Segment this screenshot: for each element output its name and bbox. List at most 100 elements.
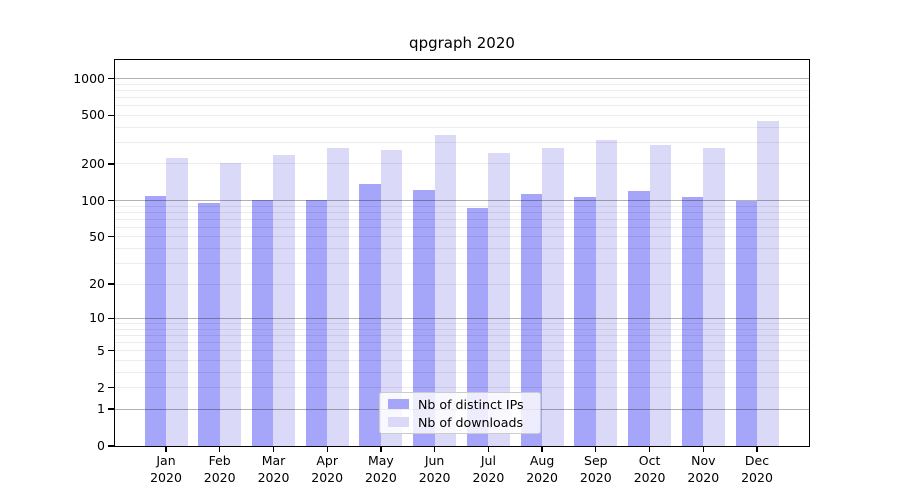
legend: Nb of distinct IPs Nb of downloads xyxy=(379,392,541,434)
y-gridline-minor-3 xyxy=(115,371,809,373)
y-tick-label-1: 1 xyxy=(97,401,105,417)
x-tick-may xyxy=(380,447,382,452)
bar-distinct-ips-nov xyxy=(681,196,704,446)
bar-distinct-ips-jul xyxy=(466,208,489,446)
y-tick-label-20: 20 xyxy=(89,276,105,291)
y-tick-200 xyxy=(108,163,114,165)
bar-distinct-ips-sep xyxy=(574,196,596,446)
y-tick-100 xyxy=(108,199,114,202)
y-gridline-minor-6 xyxy=(115,342,809,343)
y-tick-label-500: 500 xyxy=(81,107,105,123)
bar-distinct-ips-oct xyxy=(628,190,650,446)
x-tick-apr xyxy=(326,447,328,452)
y-tick-1 xyxy=(108,408,114,410)
legend-swatch-downloads-icon xyxy=(388,417,409,427)
y-gridline-minor-50 xyxy=(115,236,809,238)
y-gridline-minor-600 xyxy=(115,105,809,107)
y-gridline-minor-5 xyxy=(115,350,809,352)
x-tick-jun xyxy=(433,447,436,452)
y-gridline-minor-900 xyxy=(115,83,809,85)
x-tick-oct xyxy=(648,447,651,452)
y-gridline-minor-60 xyxy=(115,226,809,228)
bar-distinct-ips-aug xyxy=(520,194,543,446)
bar-downloads-nov xyxy=(703,148,725,446)
x-tick-jan xyxy=(165,447,167,452)
bar-distinct-ips-apr xyxy=(305,199,328,446)
legend-item-downloads: Nb of downloads xyxy=(388,415,532,430)
y-tick-label-10: 10 xyxy=(89,310,105,326)
grid-layer xyxy=(115,60,809,446)
bars-layer xyxy=(115,60,809,446)
bar-distinct-ips-may xyxy=(359,183,381,446)
bar-distinct-ips-feb xyxy=(198,202,220,446)
bar-distinct-ips-dec xyxy=(735,200,758,446)
y-tick-label-2: 2 xyxy=(97,379,105,395)
y-tick-50 xyxy=(108,236,114,238)
x-tick-label-nov: Nov 2020 xyxy=(687,453,720,485)
x-tick-label-apr: Apr 2020 xyxy=(311,453,344,485)
bar-distinct-ips-jan xyxy=(144,195,166,446)
y-tick-5 xyxy=(108,350,114,352)
bar-downloads-aug xyxy=(542,147,564,446)
x-tick-label-dec: Dec 2020 xyxy=(741,453,773,485)
y-gridline-minor-300 xyxy=(115,141,809,143)
y-gridline-major-100 xyxy=(115,200,809,201)
x-tick-label-mar: Mar 2020 xyxy=(257,453,290,485)
x-tick-label-jul: Jul 2020 xyxy=(472,453,505,485)
y-tick-20 xyxy=(108,283,114,285)
x-tick-nov xyxy=(702,447,704,452)
x-tick-jul xyxy=(487,447,490,452)
y-gridline-minor-70 xyxy=(115,218,809,220)
y-tick-label-1000: 1000 xyxy=(73,70,105,86)
x-tick-aug xyxy=(541,447,543,452)
y-tick-0 xyxy=(108,445,114,447)
y-gridline-minor-40 xyxy=(115,247,809,249)
bar-downloads-dec xyxy=(757,120,779,446)
y-gridline-minor-8 xyxy=(115,328,809,330)
x-tick-mar xyxy=(272,447,275,452)
x-tick-label-jan: Jan 2020 xyxy=(150,453,182,485)
y-gridline-minor-20 xyxy=(115,283,809,285)
x-tick-label-jun: Jun 2020 xyxy=(418,453,451,485)
y-gridline-minor-400 xyxy=(115,126,809,128)
bar-downloads-oct xyxy=(649,145,672,446)
bar-downloads-apr xyxy=(327,148,349,446)
y-tick-label-200: 200 xyxy=(81,155,105,171)
legend-label-distinct-ips: Nb of distinct IPs xyxy=(418,396,524,412)
y-gridline-major-1000 xyxy=(115,78,809,79)
y-gridline-major-10 xyxy=(115,317,809,319)
y-gridline-minor-80 xyxy=(115,211,809,213)
x-tick-sep xyxy=(595,447,597,452)
legend-label-downloads: Nb of downloads xyxy=(418,414,524,430)
y-gridline-minor-7 xyxy=(115,334,809,336)
y-gridline-minor-9 xyxy=(115,323,809,324)
x-tick-label-feb: Feb 2020 xyxy=(203,453,236,485)
legend-item-distinct-ips: Nb of distinct IPs xyxy=(388,397,532,412)
legend-swatch-distinct-ips-icon xyxy=(388,399,409,409)
bar-downloads-mar xyxy=(273,155,295,446)
y-gridline-minor-200 xyxy=(115,163,809,165)
y-tick-500 xyxy=(108,114,114,116)
y-tick-2 xyxy=(108,386,114,389)
bar-downloads-jun xyxy=(434,135,457,446)
y-gridline-minor-2 xyxy=(115,387,809,389)
y-tick-label-0: 0 xyxy=(97,438,105,453)
bar-distinct-ips-mar xyxy=(251,199,274,446)
bar-downloads-jan xyxy=(166,158,188,446)
bar-downloads-sep xyxy=(595,140,618,446)
x-tick-dec xyxy=(756,447,758,452)
y-gridline-minor-500 xyxy=(115,114,809,116)
y-gridline-minor-30 xyxy=(115,262,809,264)
x-tick-label-may: May 2020 xyxy=(364,453,397,485)
y-tick-10 xyxy=(108,317,114,320)
bar-downloads-may xyxy=(380,150,403,446)
chart-title: qpgraph 2020 xyxy=(409,34,515,52)
y-gridline-minor-800 xyxy=(115,89,809,91)
x-tick-feb xyxy=(219,447,221,452)
x-tick-label-oct: Oct 2020 xyxy=(633,453,666,485)
bar-downloads-feb xyxy=(219,162,242,446)
y-gridline-minor-700 xyxy=(115,96,809,98)
y-gridline-minor-90 xyxy=(115,205,809,207)
y-gridline-minor-4 xyxy=(115,359,809,361)
